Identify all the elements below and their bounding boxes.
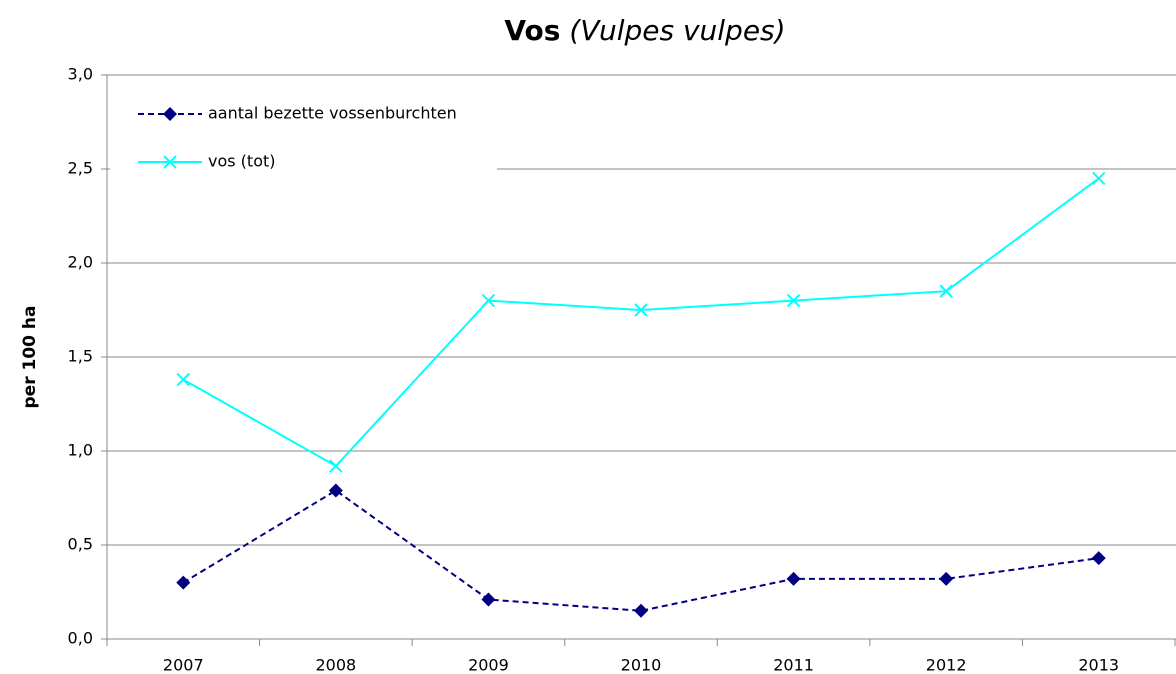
y-tick-label: 0,5 xyxy=(68,535,93,554)
legend-label: aantal bezette vossenburchten xyxy=(208,104,457,123)
data-point xyxy=(939,571,954,586)
x-tick-label: 2012 xyxy=(926,656,967,674)
legend-marker xyxy=(163,155,177,169)
data-point xyxy=(786,571,801,586)
y-tick-label: 1,5 xyxy=(68,347,93,366)
title: Vos xyxy=(504,14,560,47)
series-line xyxy=(182,177,1100,468)
chart-title: Vos (Vulpes vulpes) xyxy=(504,14,785,47)
series-line xyxy=(182,489,1099,612)
y-tick-label: 2,0 xyxy=(68,253,93,272)
x-tick-label: 2007 xyxy=(163,656,204,674)
data-point xyxy=(481,293,496,308)
subtitle: (Vulpes vulpes) xyxy=(569,14,785,47)
legend-marker xyxy=(163,107,177,121)
data-point xyxy=(328,483,343,498)
y-axis-label: per 100 ha xyxy=(20,306,40,409)
y-tick-label: 0,0 xyxy=(68,629,93,648)
x-tick-label: 2010 xyxy=(621,656,662,674)
x-tick-label: 2008 xyxy=(315,656,356,674)
data-point xyxy=(329,459,343,473)
data-point xyxy=(1091,551,1106,566)
y-tick-label: 3,0 xyxy=(68,65,93,84)
data-point xyxy=(176,372,190,387)
data-point xyxy=(634,303,648,317)
x-tick-label: 2011 xyxy=(773,656,814,674)
data-point xyxy=(634,603,648,618)
data-point xyxy=(481,592,496,607)
x-tick-label: 2013 xyxy=(1078,656,1119,674)
data-point xyxy=(176,575,191,590)
data-point xyxy=(786,293,801,308)
data-point xyxy=(939,284,953,298)
data-point xyxy=(1092,171,1106,186)
legend-label: vos (tot) xyxy=(208,152,276,171)
x-tick-label: 2009 xyxy=(468,656,509,674)
y-tick-label: 1,0 xyxy=(68,441,93,460)
y-tick-label: 2,5 xyxy=(68,159,93,178)
